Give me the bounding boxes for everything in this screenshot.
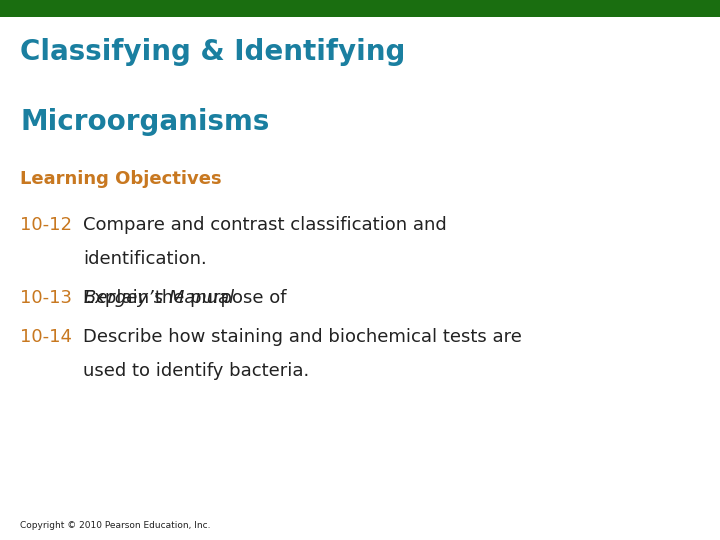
Text: Compare and contrast classification and: Compare and contrast classification and (83, 216, 446, 234)
Text: identification.: identification. (83, 250, 207, 268)
Text: 10-14: 10-14 (20, 328, 72, 346)
Text: Explain the purpose of: Explain the purpose of (83, 289, 292, 307)
Text: Learning Objectives: Learning Objectives (20, 170, 222, 188)
Text: Microorganisms: Microorganisms (20, 108, 269, 136)
Text: Classifying & Identifying: Classifying & Identifying (20, 38, 405, 66)
Bar (0, 0, 720, 17)
Text: .: . (86, 289, 91, 307)
Text: used to identify bacteria.: used to identify bacteria. (83, 362, 309, 380)
Text: Bergey’s Manual: Bergey’s Manual (84, 289, 234, 307)
Text: Copyright © 2010 Pearson Education, Inc.: Copyright © 2010 Pearson Education, Inc. (20, 521, 211, 530)
Text: Describe how staining and biochemical tests are: Describe how staining and biochemical te… (83, 328, 522, 346)
Text: 10-12: 10-12 (20, 216, 72, 234)
Text: 10-13: 10-13 (20, 289, 72, 307)
